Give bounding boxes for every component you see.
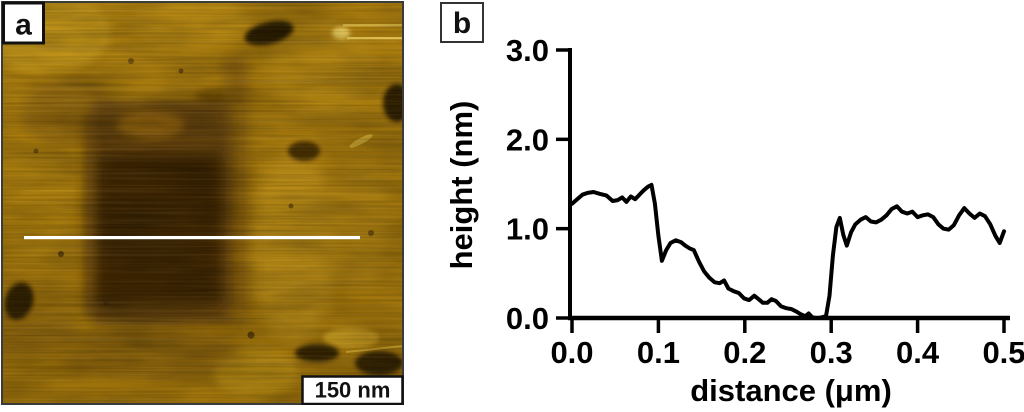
height-profile-chart: b 0.0 0.1 0.2 0.3 0.4 0.5 0.0 1.0 2.0 3.0 height … xyxy=(440,2,1024,408)
x-tick-label: 0.3 xyxy=(810,335,853,370)
x-tick-label: 0.0 xyxy=(550,335,593,370)
x-tick-label: 0.2 xyxy=(723,335,766,370)
scale-bar: 150 nm xyxy=(301,375,404,405)
x-tick-label: 0.4 xyxy=(896,335,940,370)
y-tick-label: 3.0 xyxy=(506,33,549,68)
panel-b-label: b xyxy=(453,7,471,40)
height-profile-line xyxy=(570,182,1006,320)
panel-a-label-box: a xyxy=(2,1,45,45)
afm-image-panel: a 150 nm xyxy=(1,1,404,405)
x-tick-label: 0.1 xyxy=(637,335,680,370)
profile-line-marker xyxy=(24,236,360,240)
afm-texture xyxy=(1,1,404,405)
x-tick-label: 0.5 xyxy=(982,335,1024,370)
y-tick-label: 1.0 xyxy=(506,212,549,247)
axis-ticks: 0.0 0.1 0.2 0.3 0.4 0.5 0.0 1.0 2.0 3.0 xyxy=(506,33,1024,370)
y-axis-title: height (nm) xyxy=(444,101,479,270)
scale-bar-text: 150 nm xyxy=(315,378,391,403)
y-tick-label: 2.0 xyxy=(506,122,549,157)
y-tick-label: 0.0 xyxy=(506,301,549,336)
panel-a-border xyxy=(1,1,404,405)
panel-a-label: a xyxy=(15,9,32,42)
x-axis-title: distance (μm) xyxy=(690,373,892,408)
panel-b-label-box: b xyxy=(440,2,484,43)
